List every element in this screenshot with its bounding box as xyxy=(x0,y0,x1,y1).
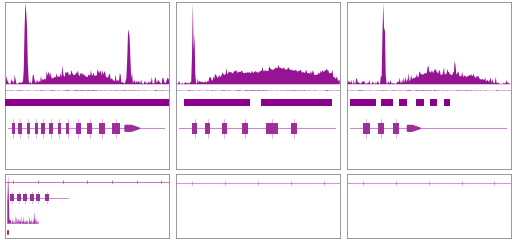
Bar xyxy=(350,99,376,106)
FancyArrow shape xyxy=(125,126,140,131)
Bar xyxy=(192,123,197,134)
Bar xyxy=(36,194,40,201)
Bar xyxy=(35,123,38,134)
Bar xyxy=(17,194,21,201)
Bar xyxy=(241,123,248,134)
Bar xyxy=(291,123,297,134)
Bar xyxy=(76,123,80,134)
Bar xyxy=(44,194,49,201)
Bar xyxy=(266,123,278,134)
Bar xyxy=(222,123,227,134)
Bar xyxy=(66,123,69,134)
Bar xyxy=(363,123,369,134)
Bar xyxy=(381,99,393,106)
Bar xyxy=(12,123,15,134)
Bar xyxy=(99,123,105,134)
Bar xyxy=(58,123,61,134)
Bar xyxy=(378,123,384,134)
Bar xyxy=(205,123,211,134)
Bar xyxy=(23,194,27,201)
Bar xyxy=(261,99,332,106)
Bar xyxy=(393,123,399,134)
Bar xyxy=(50,123,53,134)
Bar xyxy=(5,99,169,106)
Bar xyxy=(18,123,22,134)
Bar xyxy=(87,123,92,134)
Bar xyxy=(184,99,250,106)
Bar xyxy=(430,99,437,106)
Bar xyxy=(112,123,120,134)
Bar xyxy=(399,99,408,106)
Bar xyxy=(26,123,30,134)
FancyArrow shape xyxy=(408,126,421,131)
Bar xyxy=(10,194,14,201)
Bar xyxy=(30,194,34,201)
Bar xyxy=(444,99,450,106)
Bar xyxy=(41,123,44,134)
Bar xyxy=(415,99,424,106)
